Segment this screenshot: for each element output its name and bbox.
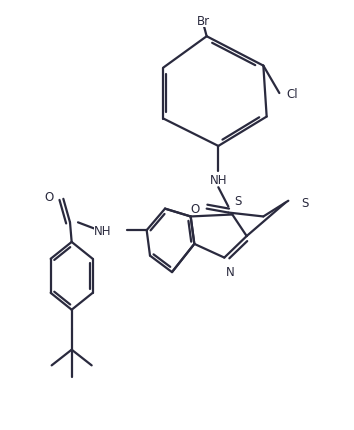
Text: O: O: [190, 203, 199, 215]
Text: N: N: [226, 265, 235, 279]
Text: NH: NH: [94, 224, 112, 237]
Text: Cl: Cl: [286, 87, 298, 100]
Text: Br: Br: [197, 15, 210, 28]
Text: O: O: [44, 191, 53, 204]
Text: S: S: [235, 194, 242, 207]
Text: S: S: [301, 197, 309, 210]
Text: NH: NH: [210, 173, 227, 186]
